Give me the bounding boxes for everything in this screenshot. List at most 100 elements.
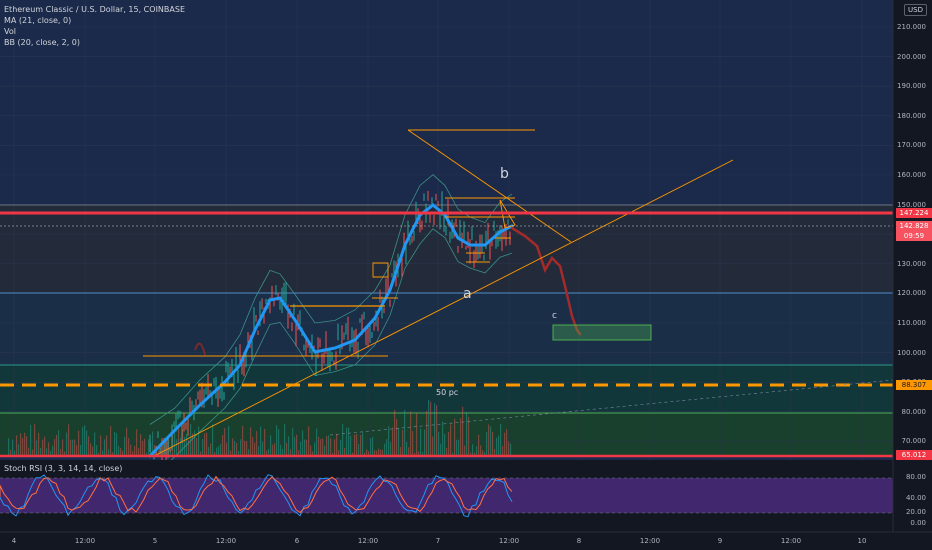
- volume-bar: [334, 439, 336, 456]
- bb-indicator-label[interactable]: BB (20, close, 2, 0): [4, 38, 80, 47]
- price-axis-tick: 100.000: [897, 348, 926, 357]
- price-axis-tick: 170.000: [897, 141, 926, 150]
- volume-bar: [404, 410, 406, 456]
- volume-bar: [10, 449, 12, 456]
- volume-bar: [418, 451, 420, 456]
- price-axis-tick: 120.000: [897, 289, 926, 298]
- volume-bar: [56, 434, 58, 456]
- volume-bar: [98, 452, 100, 456]
- volume-bar: [458, 439, 460, 456]
- bb-lower-line: [149, 228, 513, 480]
- volume-bar: [490, 426, 492, 456]
- symbol-title[interactable]: Ethereum Classic / U.S. Dollar, 15, COIN…: [4, 5, 185, 14]
- volume-bar: [278, 429, 280, 456]
- volume-bar: [118, 446, 120, 456]
- volume-bar: [194, 430, 196, 456]
- volume-bar: [374, 450, 376, 456]
- volume-bar: [472, 444, 474, 456]
- volume-bar: [230, 450, 232, 456]
- volume-bar: [206, 432, 208, 456]
- trendline-support: [151, 159, 734, 458]
- volume-bar: [222, 435, 224, 456]
- volume-bar: [476, 446, 478, 456]
- price-axis-tick: 70.000: [901, 437, 927, 446]
- volume-bar: [66, 432, 68, 456]
- time-axis-tick: 5: [152, 537, 158, 545]
- price-axis-tick: 180.000: [897, 111, 926, 120]
- volume-bar: [412, 431, 414, 456]
- volume-bar: [262, 441, 264, 456]
- volume-bar: [276, 425, 278, 456]
- price-tag-countdown: 09:59: [896, 231, 932, 241]
- price-axis-tick: 80.000: [901, 407, 927, 416]
- volume-bar: [450, 424, 452, 456]
- currency-badge[interactable]: USD: [904, 4, 927, 16]
- volume-bar: [492, 431, 494, 456]
- volume-bar: [168, 437, 170, 456]
- volume-bar: [384, 443, 386, 456]
- ma-indicator-label[interactable]: MA (21, close, 0): [4, 16, 72, 25]
- volume-bar: [416, 413, 418, 456]
- volume-bar: [12, 439, 14, 456]
- trendline-upper: [407, 129, 572, 243]
- volume-bar: [390, 442, 392, 456]
- volume-bar: [366, 449, 368, 456]
- vol-indicator-label[interactable]: Vol: [4, 27, 16, 36]
- volume-bar: [470, 452, 472, 456]
- volume-bar: [444, 434, 446, 456]
- volume-bar: [82, 427, 84, 456]
- volume-bar: [398, 427, 400, 456]
- volume-bar: [508, 441, 510, 456]
- volume-bar: [100, 435, 102, 456]
- volume-bar: [286, 442, 288, 456]
- price-axis-tick: 160.000: [897, 171, 926, 179]
- volume-bar: [44, 436, 46, 456]
- volume-bar: [296, 434, 298, 456]
- volume-bar: [68, 424, 70, 456]
- volume-bar: [330, 438, 332, 456]
- target-zone-box: [552, 324, 652, 341]
- volume-bar: [176, 439, 178, 456]
- volume-bar: [116, 433, 118, 456]
- volume-bar: [462, 406, 464, 456]
- volume-bar: [464, 445, 466, 456]
- volume-bar: [360, 435, 362, 456]
- volume-bar: [266, 450, 268, 456]
- volume-bar: [370, 438, 372, 456]
- volume-bar: [28, 447, 30, 456]
- volume-bar: [376, 450, 378, 456]
- volume-bar: [126, 427, 128, 456]
- price-axis-tick: 110.000: [897, 319, 926, 327]
- volume-bar: [392, 427, 394, 456]
- volume-bar: [340, 440, 342, 456]
- volume-bars: [8, 399, 512, 456]
- volume-bar: [216, 447, 218, 456]
- volume-bar: [246, 441, 248, 456]
- volume-bar: [434, 403, 436, 456]
- volume-bar: [316, 428, 318, 456]
- volume-bar: [112, 452, 114, 456]
- volume-bar: [256, 431, 258, 456]
- volume-bar: [242, 425, 244, 456]
- volume-bar: [92, 446, 94, 456]
- stoch-rsi-label[interactable]: Stoch RSI (3, 3, 14, 14, close): [4, 464, 123, 473]
- volume-bar: [448, 432, 450, 456]
- volume-bar: [52, 445, 54, 456]
- volume-bar: [70, 439, 72, 456]
- time-axis-tick: 12:00: [215, 537, 237, 545]
- price-tag-bottom: 65.012: [896, 450, 932, 460]
- time-axis-tick: 9: [717, 537, 723, 545]
- volume-bar: [234, 440, 236, 456]
- volume-bar: [346, 427, 348, 456]
- volume-bar: [46, 448, 48, 456]
- time-axis-tick: 12:00: [74, 537, 96, 545]
- volume-bar: [214, 451, 216, 456]
- volume-bar: [430, 401, 432, 456]
- volume-bar: [16, 435, 18, 456]
- dotted-projection: [329, 379, 894, 436]
- volume-bar: [210, 443, 212, 456]
- volume-bar: [156, 450, 158, 456]
- wave-label-b: b: [500, 166, 509, 182]
- volume-bar: [94, 432, 96, 456]
